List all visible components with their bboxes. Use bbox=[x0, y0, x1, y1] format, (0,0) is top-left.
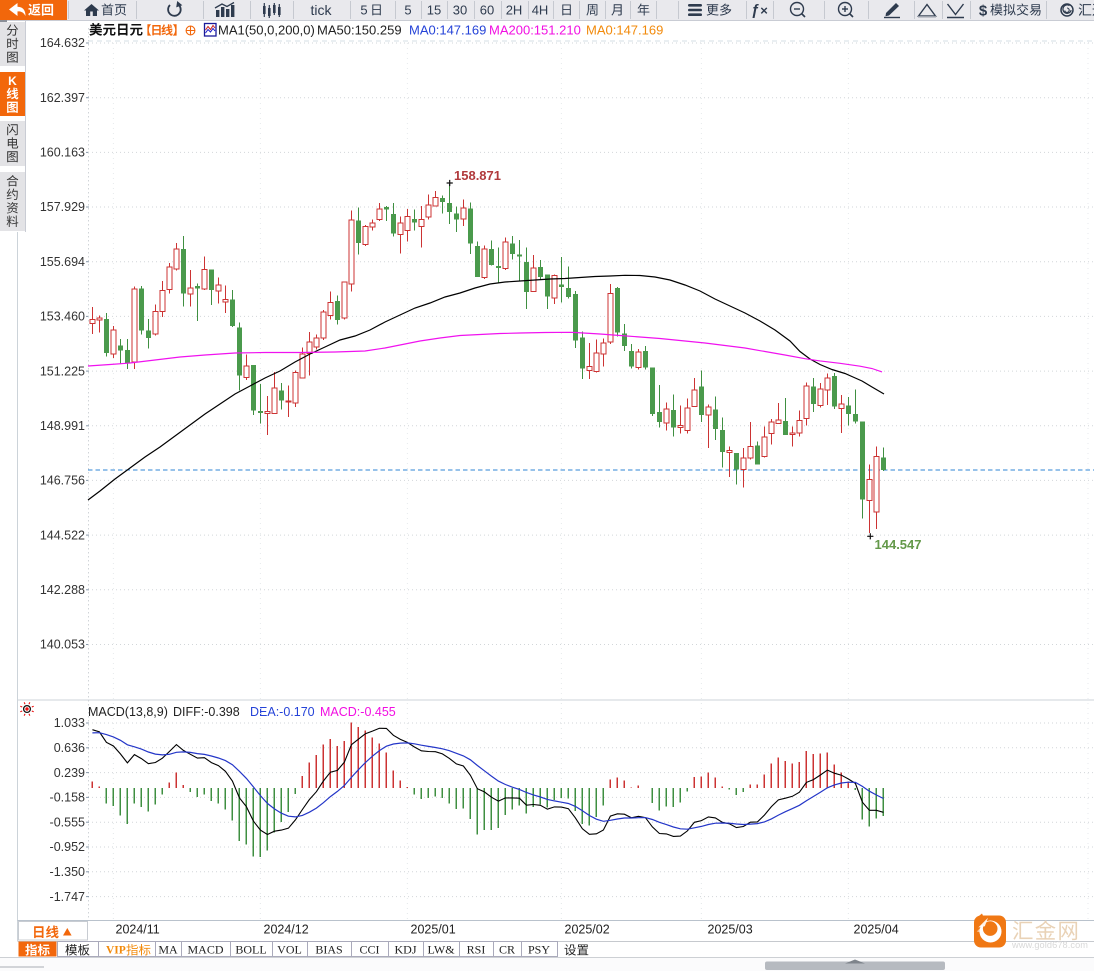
svg-text:BOLL: BOLL bbox=[235, 943, 266, 957]
svg-text:4H: 4H bbox=[532, 3, 549, 18]
svg-text:2024/11: 2024/11 bbox=[116, 923, 160, 937]
svg-text:151.225: 151.225 bbox=[40, 364, 85, 378]
svg-text:×: × bbox=[760, 3, 768, 18]
svg-text:-1.350: -1.350 bbox=[50, 865, 85, 879]
svg-text:5: 5 bbox=[404, 3, 411, 18]
svg-text:-0.952: -0.952 bbox=[50, 840, 85, 854]
svg-text:MACD:-0.455: MACD:-0.455 bbox=[320, 705, 396, 719]
svg-text:-1.747: -1.747 bbox=[50, 890, 85, 904]
svg-text:2025/03: 2025/03 bbox=[708, 923, 753, 937]
svg-text:-0.555: -0.555 bbox=[50, 815, 85, 829]
svg-text:tick: tick bbox=[311, 2, 333, 18]
svg-text:146.756: 146.756 bbox=[40, 474, 85, 488]
svg-text:ƒ: ƒ bbox=[751, 2, 759, 19]
svg-text:160.163: 160.163 bbox=[40, 146, 85, 160]
svg-text:MA1(50,0,200,0): MA1(50,0,200,0) bbox=[218, 23, 315, 38]
svg-text:155.694: 155.694 bbox=[40, 255, 85, 269]
svg-text:157.929: 157.929 bbox=[40, 200, 85, 214]
svg-text:MA50:150.259: MA50:150.259 bbox=[317, 23, 402, 38]
svg-text:2H: 2H bbox=[506, 3, 523, 18]
svg-text:148.991: 148.991 bbox=[40, 419, 85, 433]
svg-text:164.632: 164.632 bbox=[40, 36, 85, 50]
svg-text:MA0:147.169: MA0:147.169 bbox=[586, 23, 663, 38]
svg-text:30: 30 bbox=[453, 3, 467, 18]
svg-text:DIFF:-0.398: DIFF:-0.398 bbox=[173, 705, 240, 719]
svg-text:BIAS: BIAS bbox=[315, 943, 342, 957]
svg-text:KDJ: KDJ bbox=[394, 943, 416, 957]
svg-text:2024/12: 2024/12 bbox=[264, 923, 309, 937]
svg-text:153.460: 153.460 bbox=[40, 310, 85, 324]
svg-text:60: 60 bbox=[480, 3, 494, 18]
svg-text:$: $ bbox=[979, 3, 988, 20]
svg-text:0.636: 0.636 bbox=[54, 741, 85, 755]
svg-text:MA: MA bbox=[158, 943, 178, 957]
svg-text:158.871: 158.871 bbox=[454, 168, 501, 183]
svg-text:RSI: RSI bbox=[467, 943, 486, 957]
svg-text:LW&: LW& bbox=[427, 943, 455, 957]
svg-text:15: 15 bbox=[427, 3, 441, 18]
svg-text:140.053: 140.053 bbox=[40, 638, 85, 652]
svg-text:5: 5 bbox=[360, 3, 367, 18]
svg-text:1.033: 1.033 bbox=[54, 716, 85, 730]
svg-text:162.397: 162.397 bbox=[40, 91, 85, 105]
svg-text:K: K bbox=[8, 74, 17, 88]
svg-text:-0.158: -0.158 bbox=[50, 791, 85, 805]
svg-text:VOL: VOL bbox=[277, 943, 302, 957]
svg-text:VIP: VIP bbox=[106, 945, 126, 957]
svg-text:www.gold678.com: www.gold678.com bbox=[1011, 940, 1088, 950]
svg-text:MA0:147.169: MA0:147.169 bbox=[409, 23, 486, 38]
svg-text:142.288: 142.288 bbox=[40, 583, 85, 597]
svg-text:144.547: 144.547 bbox=[875, 537, 922, 552]
svg-text:PSY: PSY bbox=[528, 943, 550, 957]
svg-text:MACD: MACD bbox=[187, 943, 223, 957]
svg-text:CCI: CCI bbox=[359, 943, 379, 957]
svg-text:2025/02: 2025/02 bbox=[565, 923, 610, 937]
svg-text:0.239: 0.239 bbox=[54, 766, 85, 780]
svg-text:2025/01: 2025/01 bbox=[411, 923, 456, 937]
svg-text:2025/04: 2025/04 bbox=[854, 923, 899, 937]
svg-text:CR: CR bbox=[499, 943, 515, 957]
svg-text:DEA:-0.170: DEA:-0.170 bbox=[250, 705, 315, 719]
svg-text:MA200:151.210: MA200:151.210 bbox=[489, 23, 581, 38]
svg-text:144.522: 144.522 bbox=[40, 528, 85, 542]
svg-text:MACD(13,8,9): MACD(13,8,9) bbox=[88, 705, 168, 719]
